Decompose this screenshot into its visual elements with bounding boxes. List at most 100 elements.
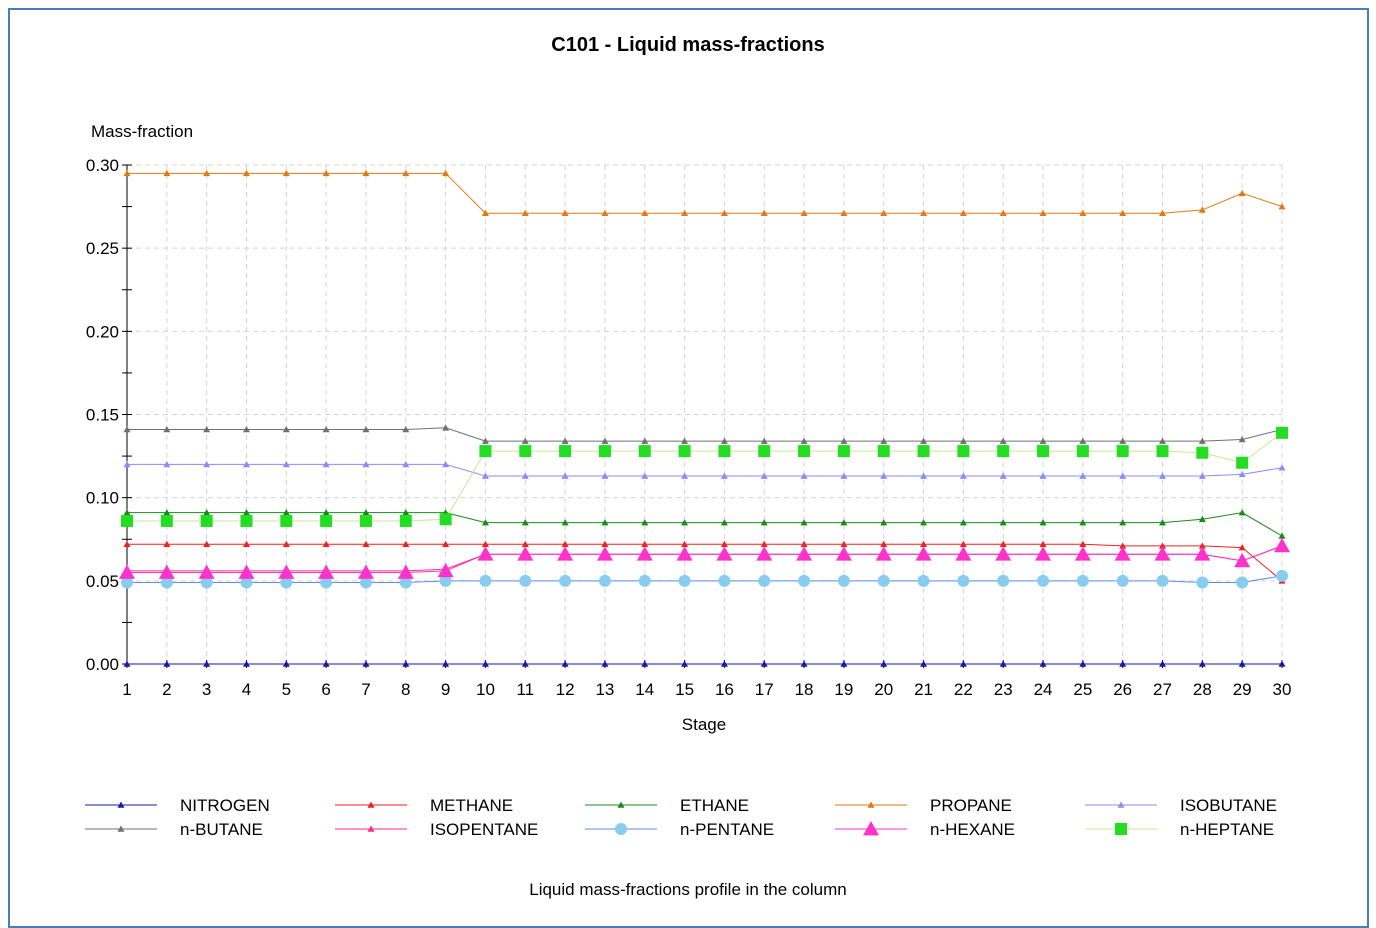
data-point: [1116, 574, 1129, 587]
data-point: [716, 546, 733, 561]
data-point: [280, 576, 293, 589]
data-point: [840, 209, 848, 217]
x-tick-label: 3: [202, 680, 211, 699]
data-point: [796, 546, 813, 561]
data-point: [1159, 519, 1167, 526]
data-point: [559, 445, 572, 458]
data-point: [800, 519, 808, 526]
x-tick-label: 10: [476, 680, 495, 699]
data-point: [442, 169, 450, 177]
data-point: [1037, 445, 1050, 458]
series-line: [127, 575, 1283, 583]
data-point: [437, 562, 454, 578]
data-point: [997, 574, 1010, 587]
data-point: [959, 540, 967, 548]
data-point: [798, 574, 811, 587]
data-point: [1039, 540, 1047, 548]
x-tick-label: 11: [516, 680, 534, 699]
data-point: [840, 437, 848, 444]
data-point: [158, 564, 175, 579]
data-point: [123, 660, 131, 667]
data-point: [678, 445, 691, 458]
data-point: [641, 540, 649, 548]
data-point: [322, 169, 330, 177]
series-propane: [123, 169, 1286, 217]
legend-label: n-HEPTANE: [1180, 820, 1274, 839]
data-point: [1039, 519, 1047, 526]
data-point: [641, 519, 649, 526]
x-tick-label: 18: [795, 680, 814, 699]
series-n-hexane: [119, 537, 1290, 579]
data-point: [957, 574, 970, 587]
legend-item: METHANE: [335, 796, 513, 815]
data-point: [123, 169, 131, 177]
data-point: [641, 437, 649, 444]
series-line: [127, 545, 1283, 572]
data-point: [1116, 445, 1129, 458]
x-tick-label: 6: [321, 680, 330, 699]
data-point: [240, 576, 253, 589]
y-axis-label: Mass-fraction: [91, 122, 193, 141]
data-point: [596, 546, 613, 561]
series-methane: [123, 540, 1286, 584]
data-point: [1156, 574, 1169, 587]
data-point: [681, 437, 689, 444]
data-point: [917, 574, 930, 587]
y-tick-label: 0.20: [86, 322, 119, 341]
x-axis-label: Stage: [682, 715, 726, 734]
data-point: [1278, 464, 1286, 471]
x-tick-label: 21: [914, 680, 933, 699]
data-point: [163, 540, 171, 548]
data-point: [519, 445, 532, 458]
series-n-pentane: [121, 569, 1288, 589]
data-point: [915, 546, 932, 561]
data-point: [1274, 537, 1290, 553]
data-point: [1234, 552, 1251, 568]
data-point: [1114, 546, 1131, 561]
data-point: [402, 460, 410, 468]
data-point: [1198, 660, 1206, 667]
data-point: [1119, 660, 1127, 667]
x-tick-label: 12: [556, 680, 575, 699]
data-point: [920, 519, 928, 526]
data-point: [203, 660, 211, 667]
x-tick-label: 28: [1193, 680, 1212, 699]
series-nitrogen: [123, 660, 1286, 667]
legend-label: ISOBUTANE: [1180, 796, 1277, 815]
data-point: [601, 660, 609, 667]
legend-label: NITROGEN: [180, 796, 270, 815]
data-point: [760, 472, 768, 479]
data-point: [242, 169, 250, 177]
data-point: [561, 540, 569, 548]
data-point: [999, 519, 1007, 526]
data-point: [959, 209, 967, 217]
data-point: [320, 514, 333, 527]
data-point: [442, 424, 450, 431]
data-point: [638, 445, 651, 458]
data-point: [800, 437, 808, 444]
data-point: [598, 574, 611, 587]
data-point: [198, 564, 215, 579]
data-point: [1198, 542, 1206, 549]
data-point: [920, 437, 928, 444]
legend-swatch-marker: [867, 801, 875, 808]
series-isopentane: [123, 542, 1286, 574]
data-point: [720, 437, 728, 444]
data-point: [760, 437, 768, 444]
data-point: [959, 660, 967, 667]
data-point: [880, 209, 888, 217]
data-point: [1079, 540, 1087, 548]
data-point: [318, 564, 335, 579]
data-point: [1079, 209, 1087, 217]
data-point: [561, 519, 569, 526]
data-point: [163, 460, 171, 468]
x-tick-label: 22: [954, 680, 973, 699]
x-tick-label: 29: [1233, 680, 1252, 699]
series-n-butane: [123, 424, 1286, 444]
data-point: [322, 460, 330, 468]
data-point: [242, 509, 250, 516]
data-point: [959, 519, 967, 526]
data-point: [362, 460, 370, 468]
data-point: [840, 519, 848, 526]
data-point: [1119, 472, 1127, 479]
